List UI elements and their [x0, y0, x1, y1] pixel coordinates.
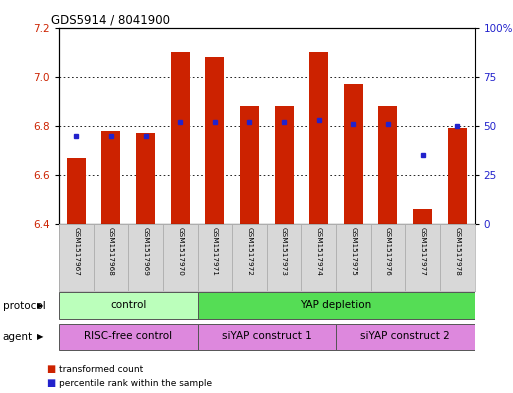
Text: GSM1517973: GSM1517973 [281, 227, 287, 275]
Bar [198, 292, 475, 319]
Bar [128, 224, 163, 291]
Text: GSM1517968: GSM1517968 [108, 227, 114, 275]
Text: agent: agent [3, 332, 33, 342]
Text: GSM1517975: GSM1517975 [350, 227, 357, 275]
Bar [102, 130, 121, 224]
Text: YAP depletion: YAP depletion [301, 300, 371, 310]
Text: GDS5914 / 8041900: GDS5914 / 8041900 [51, 13, 170, 26]
Text: GSM1517976: GSM1517976 [385, 227, 391, 275]
Bar [440, 224, 475, 291]
Bar [413, 209, 432, 224]
Bar [163, 224, 198, 291]
Bar [240, 106, 259, 224]
Bar [198, 224, 232, 291]
Text: percentile rank within the sample: percentile rank within the sample [59, 379, 212, 387]
Text: control: control [110, 300, 146, 310]
Bar [301, 224, 336, 291]
Text: GSM1517967: GSM1517967 [73, 227, 80, 275]
Bar [274, 106, 293, 224]
Bar [205, 57, 224, 224]
Text: ▶: ▶ [37, 301, 44, 310]
Text: transformed count: transformed count [59, 365, 143, 374]
Text: GSM1517970: GSM1517970 [177, 227, 183, 275]
Bar [59, 224, 93, 291]
Bar [370, 224, 405, 291]
Bar [136, 133, 155, 224]
Bar [232, 224, 267, 291]
Text: siYAP construct 2: siYAP construct 2 [361, 331, 450, 342]
Bar [336, 224, 370, 291]
Text: GSM1517972: GSM1517972 [246, 227, 252, 275]
Bar [59, 292, 198, 319]
Bar [59, 324, 198, 350]
Text: GSM1517974: GSM1517974 [315, 227, 322, 275]
Bar [267, 224, 301, 291]
Text: RISC-free control: RISC-free control [84, 331, 172, 342]
Bar [336, 324, 475, 350]
Bar [448, 128, 467, 224]
Bar [198, 324, 336, 350]
Bar [93, 224, 128, 291]
Text: GSM1517977: GSM1517977 [420, 227, 426, 275]
Bar [171, 52, 190, 224]
Text: protocol: protocol [3, 301, 45, 310]
Text: ■: ■ [46, 364, 55, 375]
Text: ■: ■ [46, 378, 55, 388]
Bar [309, 52, 328, 224]
Bar [344, 84, 363, 224]
Text: GSM1517971: GSM1517971 [212, 227, 218, 275]
Text: GSM1517978: GSM1517978 [454, 227, 460, 275]
Bar [67, 158, 86, 224]
Bar [405, 224, 440, 291]
Text: siYAP construct 1: siYAP construct 1 [222, 331, 311, 342]
Bar [379, 106, 398, 224]
Text: GSM1517969: GSM1517969 [143, 227, 149, 275]
Text: ▶: ▶ [37, 332, 44, 342]
